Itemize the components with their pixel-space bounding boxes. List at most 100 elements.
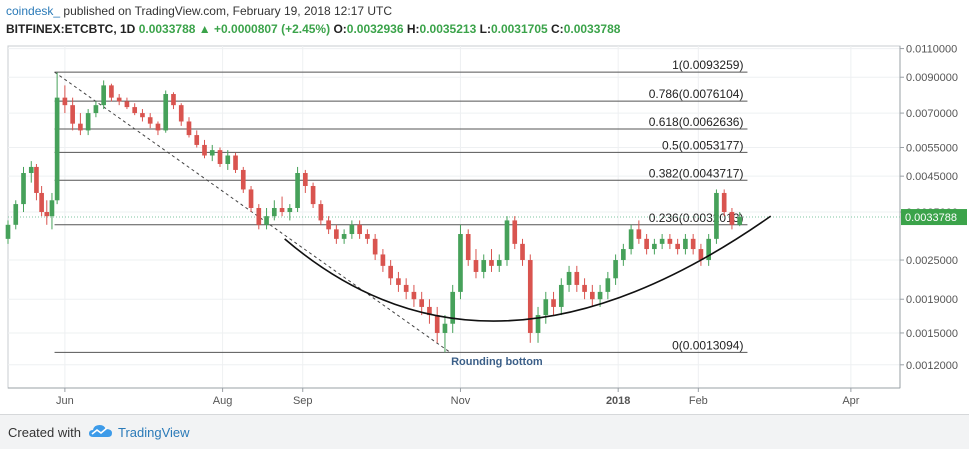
candle-body (39, 192, 44, 213)
candle-body (287, 207, 293, 213)
candle-body (132, 107, 138, 114)
high-label: H: (406, 22, 420, 36)
x-tick-label: Apr (842, 395, 859, 407)
candle-body (714, 192, 719, 239)
candle-body (248, 189, 254, 208)
candle-body (644, 238, 649, 250)
candle-body (535, 315, 541, 333)
x-tick-label: 2018 (606, 395, 630, 407)
candle-body (233, 155, 238, 170)
x-tick-label: Sep (293, 395, 313, 407)
published-text: published on TradingView.com, February 1… (63, 4, 393, 18)
candle-body (403, 284, 409, 292)
candle-body (93, 105, 99, 114)
candle-body (481, 260, 487, 272)
candle-body (140, 113, 145, 118)
change-arrow-icon: ▲ (198, 22, 211, 36)
footer-bar: Created with TradingView (0, 414, 969, 449)
candle-body (667, 238, 673, 244)
y-tick-label: 0.0015000 (906, 328, 958, 340)
tradingview-cloud-icon[interactable] (88, 423, 114, 439)
y-tick-label: 0.0019000 (906, 294, 958, 306)
candle-body (729, 212, 735, 225)
candle-body (442, 323, 448, 333)
price-chart[interactable]: 0.0110000 0.0090000 0.0070000 0.0055000 0.00… (0, 42, 969, 414)
candle-body (116, 97, 122, 102)
candle-body (652, 243, 657, 250)
candle-body (396, 278, 401, 285)
candle-body (683, 238, 688, 250)
candle-body (675, 243, 680, 250)
x-tick-label: Jun (56, 395, 74, 407)
candle-body (186, 121, 192, 136)
candle-body (419, 299, 425, 307)
candle-body (473, 260, 479, 272)
candle-body (178, 105, 184, 122)
candle-body (334, 229, 339, 239)
candle-body (605, 278, 611, 292)
candle-body (85, 113, 91, 131)
author-link[interactable]: coindesk_ (6, 4, 61, 18)
candle-body (427, 306, 432, 316)
candle-body (217, 150, 223, 164)
candle-body (209, 150, 215, 156)
y-tick-label: 0.0045000 (906, 171, 958, 183)
fib-level-label: 0.5(0.0053177) (662, 138, 743, 152)
last-price-tag-label: 0.0033788 (905, 212, 957, 224)
candle-body (589, 291, 595, 300)
candle-body (411, 291, 417, 300)
candle-body (636, 229, 642, 239)
candle-body (380, 254, 386, 266)
candle-body (465, 234, 471, 261)
created-with-text: Created with (8, 425, 81, 440)
last-price-tag (901, 209, 967, 226)
x-tick-label: Nov (451, 395, 471, 407)
candle-body (5, 224, 11, 239)
candle-body (628, 229, 634, 250)
y-tick-label: 0.0025000 (906, 255, 958, 267)
candle-body (597, 291, 603, 300)
tradingview-brand-link[interactable]: TradingView (118, 425, 190, 440)
x-tick-label: Feb (689, 395, 708, 407)
low-value: 0.0031705 (490, 22, 548, 36)
x-tick-label: Aug (213, 395, 233, 407)
candle-body (341, 234, 347, 239)
candle-body (240, 169, 246, 190)
y-tick-label: 0.0110000 (906, 44, 957, 56)
rounding-bottom-curve (284, 215, 772, 322)
candle-body (520, 243, 525, 261)
fib-level-label: 0.786(0.0076104) (649, 87, 744, 101)
candle-body (279, 207, 285, 213)
candle-body (690, 238, 696, 250)
candle-body (434, 315, 440, 333)
candle-body (582, 284, 587, 292)
candle-body (70, 105, 75, 124)
candle-body (706, 238, 711, 261)
candle-body (698, 249, 704, 261)
candle-body (349, 224, 355, 235)
close-value: 0.0033788 (563, 22, 621, 36)
candle-body (551, 299, 556, 307)
chart-header: coindesk_ published on TradingView.com, … (0, 0, 969, 40)
candle-body (388, 265, 393, 279)
candle-body (202, 144, 207, 156)
candle-body (558, 284, 564, 307)
candle-body (155, 123, 161, 131)
candle-body (504, 220, 510, 261)
chart-area[interactable]: 0.0110000 0.0090000 0.0070000 0.0055000 0.00… (0, 42, 969, 414)
y-tick-label: 0.0012000 (906, 360, 958, 372)
candle-body (194, 135, 200, 145)
candle-body (450, 291, 456, 324)
fib-level-label: 0.382(0.0043717) (649, 166, 744, 180)
candle-body (326, 220, 331, 230)
candle-body (737, 216, 743, 225)
candle-body (527, 260, 533, 333)
fib-trend-line (54, 71, 451, 353)
candle-body (264, 216, 269, 225)
candle-body (458, 234, 463, 292)
candle-body (124, 101, 130, 108)
publish-info: coindesk_ published on TradingView.com, … (6, 4, 392, 18)
candle-body (21, 173, 26, 205)
symbol-info: BITFINEX:ETCBTC, 1D 0.0033788 ▲ +0.00008… (6, 22, 620, 36)
candle-body (34, 166, 39, 193)
